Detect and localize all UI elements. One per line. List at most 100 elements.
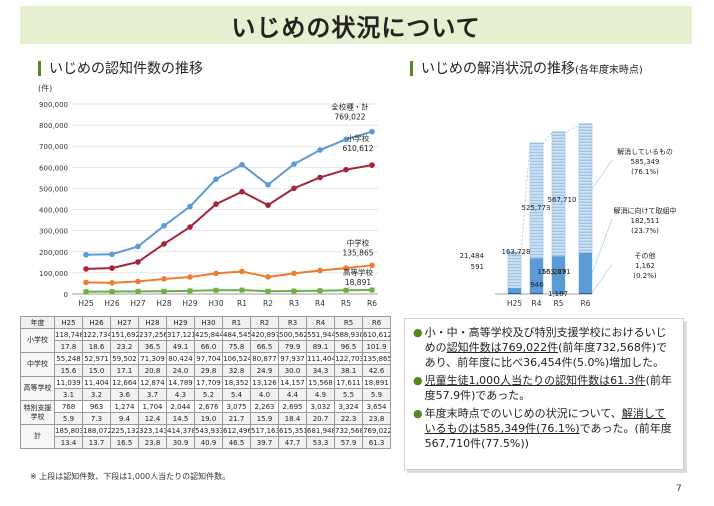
- table-per-1000-cell: 39.7: [250, 436, 279, 449]
- table-row: 15.6 15.0 17.1 20.8 24.0 29.8 32.8 24.9 30.0 34.3…: [21, 364, 391, 377]
- table-count-cell: 18,352: [222, 376, 251, 389]
- data-label: 567,710: [548, 196, 577, 204]
- data-point: [317, 174, 323, 181]
- data-point: [109, 251, 115, 258]
- y-tick-label: 600,000: [39, 164, 68, 172]
- table-year-header: H29: [166, 316, 195, 329]
- table-count-cell: 15,568: [306, 376, 335, 389]
- table-count-cell: 2,695: [278, 400, 307, 413]
- table-count-cell: 122,703: [334, 352, 363, 365]
- table-count-cell: 225,132: [110, 424, 139, 437]
- table-per-1000-cell: 5.9: [54, 412, 83, 425]
- table-per-1000-cell: 15.0: [82, 364, 111, 377]
- series-name-label: 小学校: [347, 133, 370, 143]
- bullet-dot-icon: ●: [413, 326, 423, 339]
- table-count-cell: 151,692: [110, 328, 139, 341]
- legend-label: その他: [635, 251, 656, 260]
- table-per-1000-cell: 15.9: [250, 412, 279, 425]
- table-per-1000-cell: 5.4: [222, 388, 251, 401]
- summary-highlight: 児童生徒1,000人当たりの認知件数は61.3件: [424, 374, 646, 387]
- data-point: [135, 288, 141, 294]
- table-count-cell: 80,424: [166, 352, 195, 365]
- table-row: 5.9 7.3 9.4 12.4 14.5 19.0 21.7 15.9 18.4 20.7 22.…: [21, 412, 391, 425]
- legend-leader-line: [591, 263, 613, 294]
- series-line: [85, 289, 373, 293]
- table-per-1000-cell: 21.7: [222, 412, 251, 425]
- x-tick-label: H29: [182, 299, 197, 308]
- table-per-1000-cell: 66.0: [194, 340, 223, 353]
- table-row-label: 高等学校: [20, 376, 55, 401]
- table-count-cell: 14,157: [278, 376, 307, 389]
- page-title: いじめの状況について: [231, 13, 481, 42]
- resolution-bar-chart: H25 R4 R5 R6 21,484 591 163,728 525,773 155,229 9…: [460, 123, 677, 308]
- table-count-cell: 11,039: [54, 376, 83, 389]
- table-per-1000-cell: 15.6: [54, 364, 83, 377]
- table-count-cell: 3,324: [334, 400, 363, 413]
- table-per-1000-cell: 75.8: [222, 340, 251, 353]
- table-count-cell: 13,126: [250, 376, 279, 389]
- table-count-cell: 12,874: [138, 376, 167, 389]
- left-section-title: いじめの認知件数の推移: [49, 61, 203, 77]
- heading-accent-bar: [410, 60, 413, 76]
- summary-highlight: 認知件数は769,022件: [446, 341, 559, 354]
- table-count-cell: 517,163: [250, 424, 279, 437]
- table-per-1000-cell: 4.0: [250, 388, 279, 401]
- summary-bullet-text: 年度末時点でのいじめの状況について、解消しているものは585,349件(76.1…: [425, 406, 675, 451]
- series-end-value-label: 769,022: [334, 113, 365, 122]
- data-point: [239, 161, 245, 168]
- x-tick-label: H28: [156, 299, 171, 308]
- table-count-cell: 3,032: [306, 400, 335, 413]
- table-row: 17.8 18.6 23.2 36.5 49.1 66.0 75.8 66.5 79.9 89.1…: [21, 340, 391, 353]
- table-count-cell: 1,704: [138, 400, 167, 413]
- x-tick-label: R4: [315, 299, 325, 308]
- table-count-cell: 323,143: [138, 424, 167, 437]
- legend-label: 585,349: [631, 158, 660, 166]
- table-per-1000-cell: 66.5: [250, 340, 279, 353]
- page-number: 7: [676, 484, 682, 494]
- table-count-cell: 11,404: [82, 376, 111, 389]
- x-tick-label: H30: [208, 299, 223, 308]
- table-count-cell: 414,378: [166, 424, 195, 437]
- data-point: [239, 188, 245, 195]
- table-per-1000-cell: 3.6: [110, 388, 139, 401]
- table-count-cell: 768: [54, 400, 83, 413]
- table-per-1000-cell: 30.0: [278, 364, 307, 377]
- data-point: [369, 262, 375, 269]
- table-per-1000-cell: 23.2: [110, 340, 139, 353]
- table-count-cell: 12,664: [110, 376, 139, 389]
- data-point: [83, 251, 89, 258]
- summary-text: 小・中・高等学校及び特別支援学校におけるいじめの: [424, 326, 667, 354]
- data-point: [343, 287, 349, 293]
- series-name-label: 中学校: [347, 237, 370, 247]
- summary-box: ● 小・中・高等学校及び特別支援学校におけるいじめの認知件数は769,022件(前…: [404, 318, 684, 470]
- table-year-header: R3: [278, 316, 307, 329]
- y-tick-label: 500,000: [39, 185, 68, 193]
- table-count-cell: 97,937: [278, 352, 307, 365]
- right-section-heading: いじめの解消状況の推移 (各年度末時点): [410, 58, 643, 78]
- x-tick-label: H27: [130, 299, 145, 308]
- table-per-1000-cell: 32.8: [222, 364, 251, 377]
- data-point: [135, 278, 141, 285]
- table-count-cell: 543,933: [194, 424, 223, 437]
- data-point: [343, 265, 349, 271]
- table-count-cell: 185,803: [54, 424, 83, 437]
- table-per-1000-cell: 12.4: [138, 412, 167, 425]
- table-count-cell: 3,654: [362, 400, 391, 413]
- heading-accent-bar: [38, 60, 41, 76]
- table-count-cell: 612,496: [222, 424, 251, 437]
- recognition-data-table: 年度 H25 H26 H27 H28 H29 H30 R1 R2 R3 R4 R5 R6 小学校 118,…: [20, 316, 391, 449]
- table-count-cell: 2,263: [250, 400, 279, 413]
- table-count-cell: 500,562: [278, 328, 307, 341]
- table-per-1000-cell: 40.9: [194, 436, 223, 449]
- data-point: [213, 201, 219, 207]
- x-tick-label: R5: [554, 299, 564, 308]
- recognition-line-chart: (件) 0 100,000 200,000 300,000 400,000 500,000 6…: [38, 83, 378, 308]
- data-point: [317, 288, 323, 294]
- y-tick-label: 800,000: [39, 122, 68, 130]
- connector-line: [520, 143, 531, 254]
- table-per-1000-cell: 17.1: [110, 364, 139, 377]
- table-count-cell: 732,568: [334, 424, 363, 437]
- data-point: [291, 288, 297, 294]
- y-tick-label: 0: [64, 291, 68, 299]
- table-count-cell: 2,676: [194, 400, 223, 413]
